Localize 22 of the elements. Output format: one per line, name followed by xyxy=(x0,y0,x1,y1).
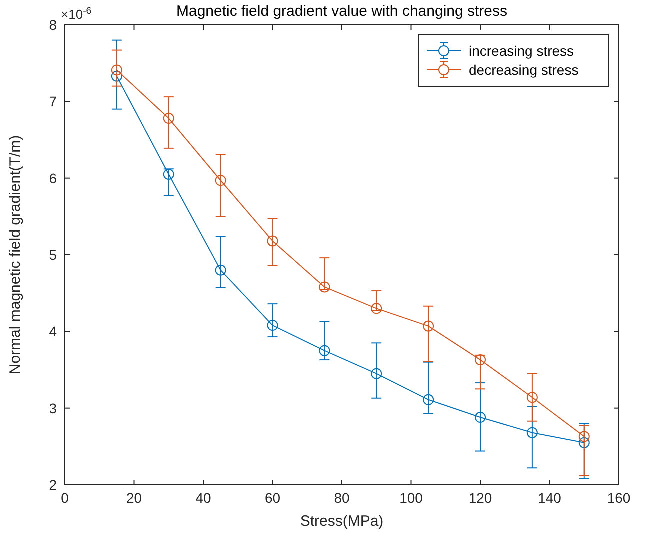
y-tick-label: 2 xyxy=(49,477,58,493)
legend-label: decreasing stress xyxy=(469,62,579,78)
x-axis-title: Stress(MPa) xyxy=(300,513,384,530)
y-tick-label: 8 xyxy=(49,17,58,33)
y-tick-label: 7 xyxy=(49,94,58,110)
x-tick-label: 140 xyxy=(538,490,562,506)
legend-label: increasing stress xyxy=(469,43,574,59)
chart-title: Magnetic field gradient value with changing stress xyxy=(176,3,508,20)
text: ×10$^{-6}$ xyxy=(61,6,92,22)
y-tick-label: 5 xyxy=(49,247,58,263)
x-tick-label: 80 xyxy=(334,490,350,506)
x-tick-label: 40 xyxy=(196,490,212,506)
y-tick-label: 6 xyxy=(49,170,58,186)
y-axis-title: Normal magnetic field gradient(T/m) xyxy=(7,135,24,375)
y-tick-label: 3 xyxy=(49,400,58,416)
y-tick-label: 4 xyxy=(49,324,58,340)
x-tick-label: 20 xyxy=(126,490,142,506)
x-tick-label: 0 xyxy=(61,490,70,506)
x-tick-label: 120 xyxy=(468,490,492,506)
x-tick-label: 100 xyxy=(400,490,424,506)
x-tick-label: 60 xyxy=(264,490,281,506)
x-tick-label: 160 xyxy=(607,490,631,506)
